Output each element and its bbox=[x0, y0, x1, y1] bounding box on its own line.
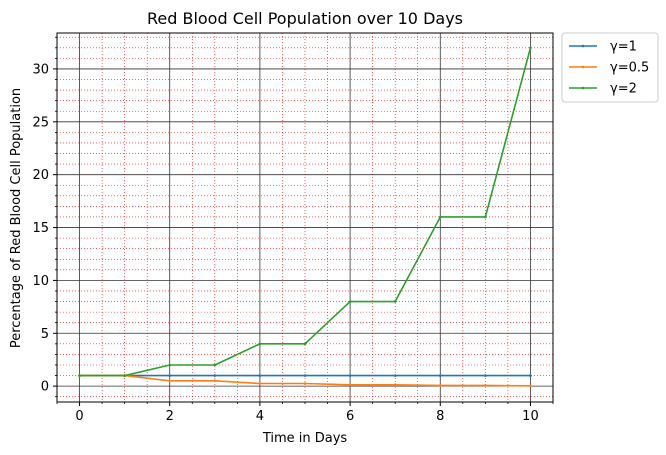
y-axis-label: Percentage of Red Blood Cell Population bbox=[9, 88, 24, 348]
y-tick-label: 30 bbox=[32, 62, 49, 77]
data-point bbox=[393, 383, 397, 387]
data-point bbox=[438, 384, 442, 387]
y-tick-label: 15 bbox=[32, 221, 49, 236]
legend-marker bbox=[581, 44, 585, 48]
data-point bbox=[213, 374, 217, 377]
legend-box bbox=[561, 32, 659, 103]
y-tick-label: 10 bbox=[32, 274, 49, 289]
x-tick-label: 10 bbox=[522, 409, 539, 424]
data-point bbox=[348, 383, 352, 387]
data-point bbox=[123, 374, 126, 377]
data-point bbox=[258, 382, 262, 385]
legend-marker bbox=[581, 86, 585, 90]
data-point bbox=[78, 374, 81, 377]
data-point bbox=[438, 374, 442, 377]
data-point bbox=[168, 374, 172, 377]
data-point bbox=[438, 215, 442, 219]
data-point bbox=[348, 300, 352, 303]
y-tick-label: 0 bbox=[41, 380, 49, 395]
x-tick-label: 4 bbox=[256, 409, 264, 424]
y-tick-label: 20 bbox=[32, 168, 49, 183]
data-point bbox=[529, 46, 532, 50]
data-point bbox=[213, 363, 217, 367]
data-point bbox=[168, 379, 172, 383]
data-point bbox=[213, 379, 217, 383]
data-point bbox=[393, 374, 397, 377]
data-point bbox=[484, 215, 487, 219]
data-point bbox=[529, 384, 532, 388]
x-tick-label: 2 bbox=[166, 409, 174, 424]
data-point bbox=[258, 374, 262, 377]
data-point bbox=[303, 382, 307, 385]
data-point bbox=[484, 374, 487, 377]
data-point bbox=[168, 363, 172, 367]
legend: γ=1 γ=0.5 γ=2 bbox=[561, 32, 659, 103]
data-point bbox=[393, 300, 397, 303]
series-layer bbox=[78, 46, 532, 388]
legend-label: γ=1 bbox=[610, 40, 637, 55]
data-point bbox=[529, 374, 532, 377]
x-tick-label: 8 bbox=[436, 409, 444, 424]
data-point bbox=[484, 384, 487, 387]
x-tick-label: 0 bbox=[75, 409, 83, 424]
legend-label: γ=0.5 bbox=[610, 61, 649, 76]
data-point bbox=[348, 374, 352, 377]
chart-title: Red Blood Cell Population over 10 Days bbox=[147, 9, 463, 28]
y-tick-label: 25 bbox=[32, 115, 49, 130]
data-point bbox=[258, 342, 262, 346]
data-point bbox=[303, 342, 307, 346]
data-point bbox=[303, 374, 307, 377]
legend-marker bbox=[581, 65, 585, 69]
x-tick-label: 6 bbox=[346, 409, 354, 424]
y-tick-label: 5 bbox=[41, 327, 49, 342]
axis-ticks: 0 2 4 6 8 10 0 5 10 15 20 25 30 bbox=[32, 36, 554, 424]
legend-label: γ=2 bbox=[610, 82, 637, 97]
x-axis-label: Time in Days bbox=[262, 431, 348, 446]
